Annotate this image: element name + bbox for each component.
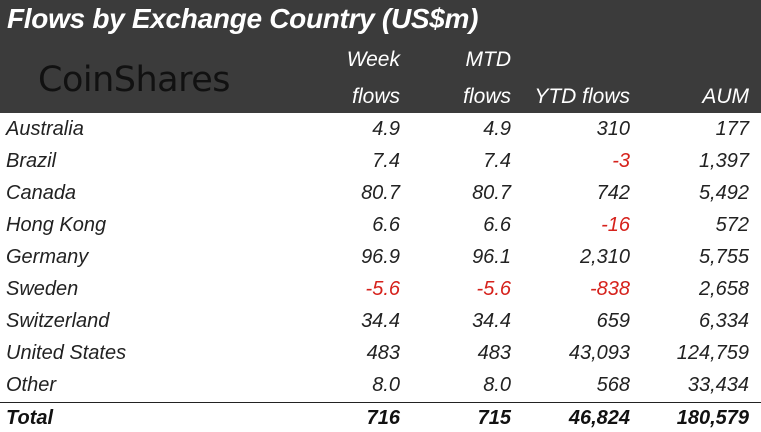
table-row: Brazil 7.4 7.4 -3 1,397: [0, 145, 761, 177]
mtd-flows-cell: 34.4: [472, 310, 511, 332]
mtd-flows-cell: 8.0: [483, 374, 511, 396]
aum-cell: 124,759: [676, 342, 749, 364]
aum-cell: 33,434: [687, 374, 749, 396]
aum-cell: 5,492: [698, 182, 749, 204]
table-row: United States 483 483 43,093 124,759: [0, 337, 761, 369]
mtd-flows-header-bottom: flows: [463, 85, 511, 108]
country-cell: Australia: [6, 118, 84, 140]
week-flows-cell: 4.9: [372, 118, 400, 140]
week-flows-cell: 34.4: [361, 310, 400, 332]
country-cell: Canada: [6, 182, 77, 204]
ytd-flows-cell: -3: [612, 150, 630, 172]
table-row: Australia 4.9 4.9 310 177: [0, 113, 761, 145]
table-header: Flows by Exchange Country (US$m) CoinSha…: [0, 0, 761, 113]
table-body: Australia 4.9 4.9 310 177 Brazil 7.4 7.4…: [0, 113, 761, 401]
table-row: Other 8.0 8.0 568 33,434: [0, 369, 761, 401]
country-cell: Switzerland: [6, 310, 110, 332]
mtd-flows-cell: 6.6: [483, 214, 511, 236]
ytd-flows-cell: -838: [589, 278, 630, 300]
country-cell: Germany: [6, 246, 89, 268]
ytd-flows-cell: -16: [601, 214, 630, 236]
total-row: Total 716 715 46,824 180,579: [0, 402, 761, 432]
aum-header: AUM: [702, 85, 749, 108]
mtd-flows-cell: 80.7: [472, 182, 511, 204]
ytd-flows-cell: 659: [596, 310, 630, 332]
mtd-flows-cell: 483: [477, 342, 511, 364]
week-flows-cell: 483: [366, 342, 400, 364]
table-row: Switzerland 34.4 34.4 659 6,334: [0, 305, 761, 337]
ytd-flows-header: YTD flows: [534, 85, 630, 108]
mtd-flows-cell: 96.1: [472, 246, 511, 268]
mtd-flows-cell: -5.6: [476, 278, 511, 300]
ytd-flows-cell: 43,093: [568, 342, 630, 364]
week-flows-cell: 6.6: [372, 214, 400, 236]
ytd-flows-cell: 568: [596, 374, 630, 396]
mtd-flows-header-top: MTD: [465, 48, 512, 71]
table-row: Hong Kong 6.6 6.6 -16 572: [0, 209, 761, 241]
country-cell: United States: [6, 342, 127, 364]
aum-cell: 177: [715, 118, 749, 140]
aum-cell: 5,755: [698, 246, 749, 268]
total-ytd-flows: 46,824: [568, 407, 630, 429]
aum-cell: 572: [715, 214, 749, 236]
mtd-flows-cell: 7.4: [483, 150, 511, 172]
ytd-flows-cell: 742: [596, 182, 630, 204]
table-row: Sweden -5.6 -5.6 -838 2,658: [0, 273, 761, 305]
total-aum: 180,579: [676, 407, 749, 429]
country-cell: Brazil: [6, 150, 57, 172]
table-row: Canada 80.7 80.7 742 5,492: [0, 177, 761, 209]
week-flows-cell: 96.9: [361, 246, 400, 268]
country-cell: Hong Kong: [6, 214, 107, 236]
page-title: Flows by Exchange Country (US$m): [7, 3, 479, 34]
week-flows-cell: 80.7: [361, 182, 400, 204]
week-flows-cell: -5.6: [365, 278, 400, 300]
aum-cell: 2,658: [698, 278, 749, 300]
country-cell: Other: [6, 374, 57, 396]
week-flows-header-bottom: flows: [352, 85, 400, 108]
coinshares-logo: CoinShares: [38, 60, 231, 100]
table-row: Germany 96.9 96.1 2,310 5,755: [0, 241, 761, 273]
aum-cell: 6,334: [698, 310, 749, 332]
week-flows-header-top: Week: [346, 48, 400, 71]
ytd-flows-cell: 310: [596, 118, 630, 140]
aum-cell: 1,397: [698, 150, 749, 172]
week-flows-cell: 7.4: [372, 150, 400, 172]
ytd-flows-cell: 2,310: [579, 246, 630, 268]
country-cell: Sweden: [6, 278, 79, 300]
week-flows-cell: 8.0: [372, 374, 400, 396]
mtd-flows-cell: 4.9: [483, 118, 511, 140]
total-label: Total: [6, 407, 54, 429]
total-mtd-flows: 715: [477, 407, 511, 429]
total-week-flows: 716: [366, 407, 400, 429]
